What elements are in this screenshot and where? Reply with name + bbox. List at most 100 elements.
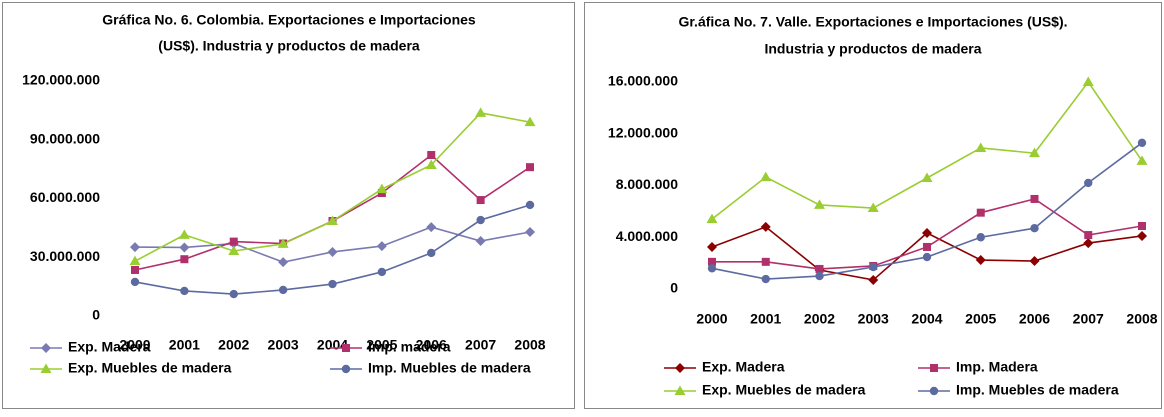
- marker: [525, 200, 535, 210]
- legend-marker: [929, 386, 939, 396]
- marker: [526, 163, 534, 172]
- y-tick-label: 0: [92, 307, 100, 323]
- y-tick-label: 0: [670, 280, 678, 296]
- marker: [475, 235, 486, 246]
- marker: [476, 215, 485, 225]
- marker: [1030, 223, 1039, 233]
- legend-marker: [341, 364, 351, 374]
- x-tick-label: 2000: [696, 311, 727, 327]
- x-tick-label: 2007: [465, 337, 496, 353]
- chart-title: (US$). Industria y productos de madera: [158, 38, 420, 54]
- marker: [869, 262, 878, 272]
- marker: [229, 289, 238, 299]
- marker: [1082, 76, 1094, 86]
- panel-border: [2, 2, 575, 409]
- marker: [130, 277, 140, 287]
- marker: [1138, 221, 1146, 230]
- marker: [707, 264, 717, 273]
- x-tick-label: 2006: [1019, 311, 1050, 327]
- marker: [327, 215, 338, 226]
- legend-label: Exp. Muebles de madera: [702, 382, 866, 398]
- y-tick-label: 16.000.000: [608, 73, 678, 89]
- legend-label: Exp. Muebles de madera: [68, 360, 232, 376]
- marker: [228, 245, 240, 255]
- marker: [425, 159, 437, 170]
- marker: [376, 241, 387, 252]
- marker: [524, 116, 536, 127]
- legend-label: Imp. Muebles de madera: [368, 360, 531, 376]
- x-tick-label: 2001: [750, 311, 781, 327]
- chart-title: Gr.áfica No. 7. Valle. Exportaciones e I…: [678, 14, 1067, 30]
- marker: [1084, 231, 1093, 240]
- marker: [976, 233, 985, 242]
- legend-marker: [930, 364, 938, 372]
- marker: [376, 183, 388, 194]
- x-tick-label: 2008: [1126, 311, 1157, 327]
- marker: [1137, 230, 1147, 241]
- y-tick-label: 90.000.000: [30, 130, 100, 146]
- x-tick-label: 2005: [366, 337, 397, 353]
- chart-title: Gráfica No. 6. Colombia. Exportaciones e…: [102, 12, 476, 28]
- marker: [706, 213, 718, 224]
- chart-title: Industria y productos de madera: [764, 41, 981, 57]
- marker: [131, 265, 139, 274]
- marker: [975, 142, 987, 152]
- marker: [427, 151, 436, 160]
- x-tick-label: 2000: [119, 337, 150, 353]
- marker: [129, 255, 141, 266]
- marker: [277, 238, 289, 248]
- marker: [814, 199, 825, 209]
- marker: [377, 267, 387, 277]
- marker: [1029, 147, 1040, 158]
- y-tick-label: 8.000.000: [616, 176, 678, 192]
- y-tick-label: 30.000.000: [30, 248, 100, 264]
- marker: [815, 264, 824, 273]
- marker: [1136, 155, 1148, 165]
- x-tick-label: 2002: [218, 337, 249, 353]
- marker: [476, 196, 485, 205]
- x-tick-label: 2003: [858, 311, 889, 327]
- marker: [975, 255, 986, 266]
- legend-label: Imp. Madera: [956, 359, 1038, 375]
- marker: [868, 274, 879, 285]
- marker: [278, 285, 288, 295]
- marker: [179, 242, 190, 253]
- marker: [1083, 238, 1094, 249]
- marker: [1030, 194, 1039, 203]
- legend-label: Imp. Muebles de madera: [956, 382, 1119, 398]
- x-tick-label: 2004: [911, 311, 942, 327]
- marker: [130, 242, 140, 253]
- marker: [328, 279, 337, 289]
- x-tick-label: 2007: [1073, 311, 1104, 327]
- x-tick-label: 2001: [169, 337, 200, 353]
- legend-marker: [675, 363, 685, 373]
- marker: [921, 172, 933, 182]
- marker: [426, 222, 437, 233]
- legend-marker: [41, 343, 51, 353]
- legend-marker: [40, 363, 52, 373]
- y-tick-label: 120.000.000: [22, 72, 100, 88]
- marker: [475, 107, 487, 117]
- marker: [278, 257, 289, 268]
- marker: [1137, 138, 1147, 148]
- marker: [180, 255, 189, 264]
- marker: [923, 242, 931, 251]
- x-tick-label: 2005: [965, 311, 996, 327]
- marker: [761, 257, 770, 266]
- legend-marker: [342, 344, 350, 352]
- legend-label: Exp. Madera: [68, 339, 151, 355]
- marker: [922, 227, 932, 238]
- y-tick-label: 60.000.000: [30, 189, 100, 205]
- y-tick-label: 12.000.000: [608, 124, 678, 140]
- marker: [427, 248, 436, 258]
- marker: [178, 229, 190, 239]
- marker: [760, 221, 771, 232]
- marker: [229, 237, 238, 246]
- marker: [525, 226, 535, 237]
- marker: [761, 274, 770, 284]
- legend-label: Exp. Madera: [702, 359, 785, 375]
- marker: [760, 171, 772, 182]
- marker: [708, 257, 716, 266]
